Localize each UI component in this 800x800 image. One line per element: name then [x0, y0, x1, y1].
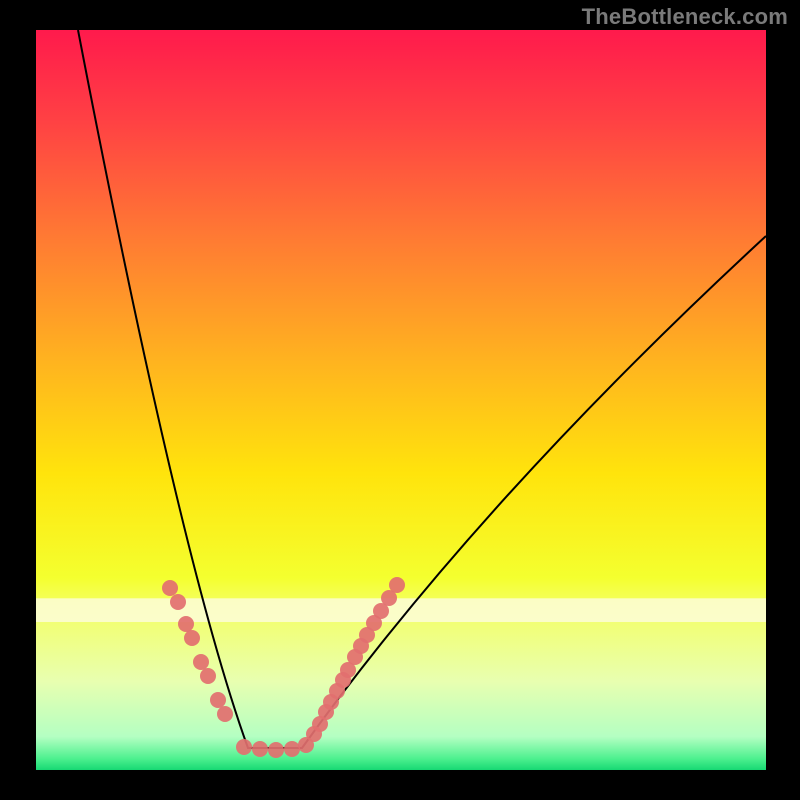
curve-dot	[268, 742, 284, 758]
chart-svg	[0, 0, 800, 800]
curve-dot	[284, 741, 300, 757]
curve-dot	[162, 580, 178, 596]
plot-background	[36, 30, 766, 770]
curve-dot	[217, 706, 233, 722]
curve-dot	[200, 668, 216, 684]
curve-dot	[184, 630, 200, 646]
curve-dot	[193, 654, 209, 670]
curve-dot	[236, 739, 252, 755]
curve-dot	[389, 577, 405, 593]
curve-dot	[178, 616, 194, 632]
watermark-text: TheBottleneck.com	[582, 4, 788, 30]
curve-dot	[210, 692, 226, 708]
outer-frame: TheBottleneck.com	[0, 0, 800, 800]
curve-dot	[170, 594, 186, 610]
curve-dot	[252, 741, 268, 757]
